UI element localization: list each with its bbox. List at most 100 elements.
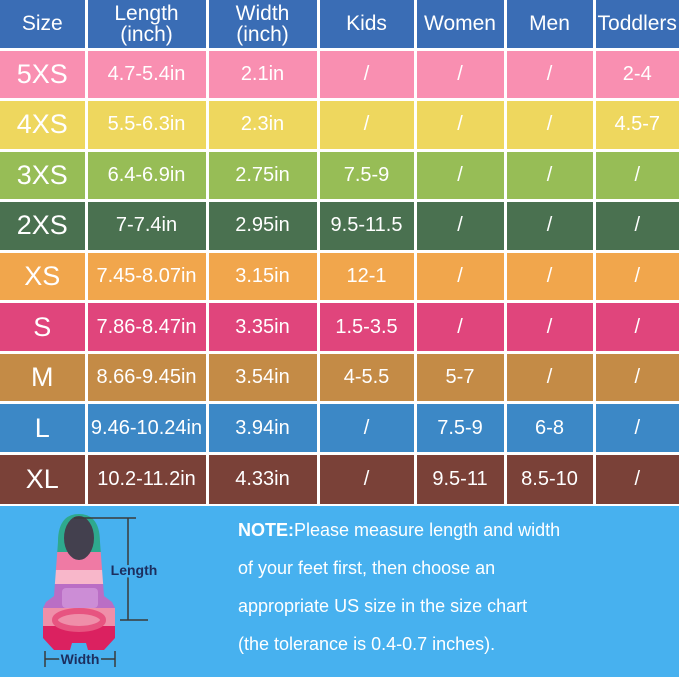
kids-cell: 4-5.5 <box>316 350 417 405</box>
note-bold-label: NOTE: <box>238 520 294 540</box>
kids-cell: 1.5-3.5 <box>316 300 417 354</box>
men-cell: / <box>503 350 596 405</box>
note-line-4: (the tolerance is 0.4-0.7 inches). <box>238 634 496 654</box>
length-cell: 7.86-8.47in <box>84 300 209 354</box>
width-cell: 3.54in <box>205 350 320 405</box>
toddlers-cell: / <box>592 300 679 354</box>
toddlers-cell: 4.5-7 <box>592 98 679 152</box>
note-text: NOTE:Please measure length and width of … <box>238 511 560 663</box>
toddlers-cell: 2-4 <box>592 47 679 102</box>
col-header-women-label: Women <box>424 12 496 36</box>
men-cell: / <box>503 199 596 253</box>
fin-opening <box>64 516 94 560</box>
note-line-1: NOTE:Please measure length and width <box>238 511 560 549</box>
length-cell: 6.4-6.9in <box>84 148 209 203</box>
women-cell: / <box>413 148 507 203</box>
men-cell: / <box>503 300 596 354</box>
size-cell: S <box>0 300 88 354</box>
fin-strap <box>52 608 106 632</box>
table-row: XS 7.45-8.07in 3.15in 12-1 / / / <box>0 249 679 304</box>
col-header-kids: Kids <box>316 0 417 51</box>
women-cell: 5-7 <box>413 350 507 405</box>
men-cell: / <box>503 98 596 152</box>
table-header-row: Size Length (inch) Width (inch) Kids Women… <box>0 0 679 51</box>
fin-body <box>43 514 115 650</box>
toddlers-cell: / <box>592 199 679 253</box>
col-header-size-label: Size <box>21 12 63 36</box>
width-cell: 4.33in <box>205 451 320 506</box>
kids-cell: / <box>316 401 417 455</box>
col-header-toddlers: Toddlers <box>592 0 679 51</box>
fin-illustration: Length Width <box>43 514 160 670</box>
women-cell: 9.5-11 <box>413 451 507 506</box>
length-cell: 4.7-5.4in <box>84 47 209 102</box>
col-header-length: Length (inch) <box>84 0 209 51</box>
width-cell: 2.3in <box>205 98 320 152</box>
toddlers-cell: / <box>592 401 679 455</box>
length-label: Length <box>111 562 158 578</box>
size-cell: 2XS <box>0 199 88 253</box>
size-cell: XL <box>0 451 88 506</box>
women-cell: / <box>413 300 507 354</box>
length-cell: 5.5-6.3in <box>84 98 209 152</box>
length-cell: 7.45-8.07in <box>84 249 209 304</box>
table-row: S 7.86-8.47in 3.35in 1.5-3.5 / / / <box>0 300 679 354</box>
women-cell: 7.5-9 <box>413 401 507 455</box>
fin-purple-pad <box>62 588 98 608</box>
women-cell: / <box>413 98 507 152</box>
col-header-kids-label: Kids <box>346 12 387 36</box>
size-cell: 5XS <box>0 47 88 102</box>
note-line-1-text: Please measure length and width <box>294 520 561 540</box>
col-header-length-label: Length <box>114 1 179 25</box>
table-row: 5XS 4.7-5.4in 2.1in / / / 2-4 <box>0 47 679 102</box>
size-chart-table: Size Length (inch) Width (inch) Kids Women… <box>0 0 679 506</box>
width-cell: 2.1in <box>205 47 320 102</box>
col-header-width-label: Width <box>235 1 290 25</box>
note-line-3: appropriate US size in the size chart <box>238 596 528 616</box>
men-cell: / <box>503 249 596 304</box>
men-cell: / <box>503 47 596 102</box>
col-header-women: Women <box>413 0 507 51</box>
men-cell: 6-8 <box>503 401 596 455</box>
length-cell: 7-7.4in <box>84 199 209 253</box>
col-header-size: Size <box>0 0 88 51</box>
size-cell: XS <box>0 249 88 304</box>
toddlers-cell: / <box>592 451 679 506</box>
toddlers-cell: / <box>592 350 679 405</box>
note-section: Length Width NOTE:Please measure length … <box>0 504 679 677</box>
width-cell: 2.95in <box>205 199 320 253</box>
dimension-lines <box>44 517 148 667</box>
col-header-men: Men <box>503 0 596 51</box>
toddlers-cell: / <box>592 249 679 304</box>
women-cell: / <box>413 199 507 253</box>
size-cell: M <box>0 350 88 405</box>
table-row: 3XS 6.4-6.9in 2.75in 7.5-9 / / / <box>0 148 679 203</box>
kids-cell: 12-1 <box>316 249 417 304</box>
kids-cell: 9.5-11.5 <box>316 199 417 253</box>
size-cell: 3XS <box>0 148 88 203</box>
col-header-length-unit: (inch) <box>120 22 173 46</box>
table-row: L 9.46-10.24in 3.94in / 7.5-9 6-8 / <box>0 401 679 455</box>
width-label: Width <box>61 651 100 667</box>
fin-band-lightpink <box>43 570 115 584</box>
size-cell: 4XS <box>0 98 88 152</box>
col-header-toddlers-label: Toddlers <box>597 12 677 36</box>
kids-cell: / <box>316 47 417 102</box>
width-cell: 3.94in <box>205 401 320 455</box>
width-cell: 3.15in <box>205 249 320 304</box>
women-cell: / <box>413 47 507 102</box>
kids-cell: / <box>316 98 417 152</box>
length-cell: 10.2-11.2in <box>84 451 209 506</box>
width-cell: 3.35in <box>205 300 320 354</box>
table-row: M 8.66-9.45in 3.54in 4-5.5 5-7 / / <box>0 350 679 405</box>
men-cell: 8.5-10 <box>503 451 596 506</box>
length-cell: 9.46-10.24in <box>84 401 209 455</box>
width-cell: 2.75in <box>205 148 320 203</box>
table-row: 2XS 7-7.4in 2.95in 9.5-11.5 / / / <box>0 199 679 253</box>
fin-band-pink <box>43 552 115 570</box>
kids-cell: / <box>316 451 417 506</box>
length-cell: 8.66-9.45in <box>84 350 209 405</box>
toddlers-cell: / <box>592 148 679 203</box>
kids-cell: 7.5-9 <box>316 148 417 203</box>
